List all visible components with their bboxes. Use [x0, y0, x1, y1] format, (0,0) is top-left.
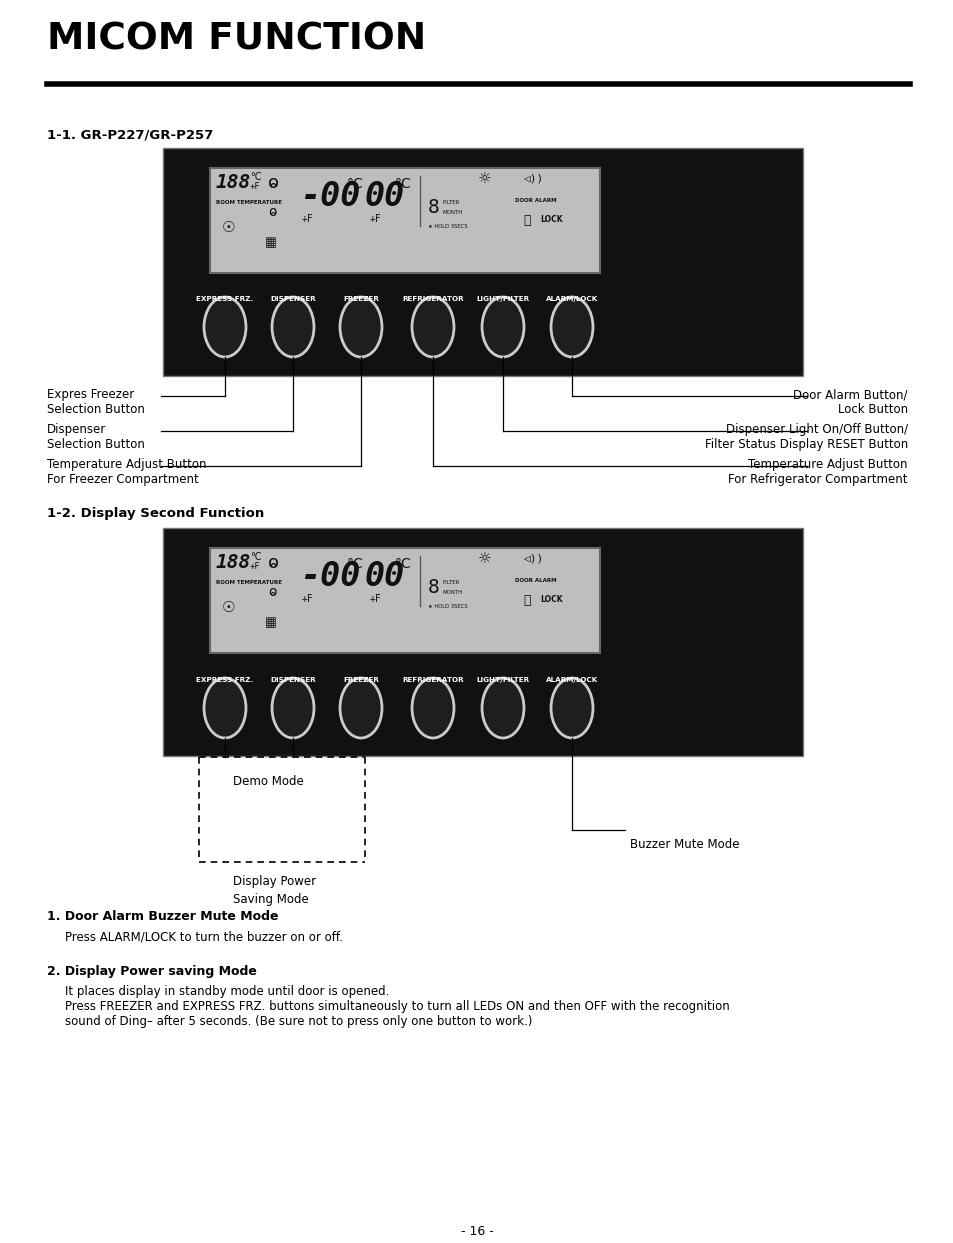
Text: FILTER: FILTER — [442, 580, 460, 585]
Text: MONTH: MONTH — [442, 590, 463, 595]
Text: ⱺ: ⱺ — [268, 554, 278, 572]
Text: ▦: ▦ — [265, 617, 276, 629]
Text: °C: °C — [347, 557, 363, 571]
Text: DISPENSER: DISPENSER — [270, 677, 315, 682]
Text: ALARM/LOCK: ALARM/LOCK — [545, 296, 598, 302]
Bar — [210, 548, 599, 653]
Text: FREEZER: FREEZER — [343, 677, 378, 682]
Text: 188: 188 — [215, 553, 251, 572]
Text: ⱺ: ⱺ — [268, 205, 276, 219]
Ellipse shape — [412, 677, 454, 738]
Text: Dispenser Light On/Off Button/
Filter Status Display RESET Button: Dispenser Light On/Off Button/ Filter St… — [704, 423, 907, 451]
Text: DOOR ALARM: DOOR ALARM — [515, 578, 556, 583]
Text: Temperature Adjust Button
For Refrigerator Compartment: Temperature Adjust Button For Refrigerat… — [728, 457, 907, 486]
Text: Demo Mode: Demo Mode — [233, 774, 303, 788]
Text: Display Power
Saving Mode: Display Power Saving Mode — [233, 875, 315, 906]
Ellipse shape — [272, 677, 314, 738]
Text: MONTH: MONTH — [442, 210, 463, 215]
Bar — [163, 528, 802, 756]
Text: ☉: ☉ — [222, 600, 235, 615]
Text: LIGHT/FILTER: LIGHT/FILTER — [476, 677, 529, 682]
Text: °C: °C — [250, 172, 261, 181]
Text: 8: 8 — [428, 578, 439, 597]
Text: REFRIGERATOR: REFRIGERATOR — [402, 677, 463, 682]
Ellipse shape — [412, 297, 454, 357]
Text: FREEZER: FREEZER — [343, 296, 378, 302]
Text: °C: °C — [347, 177, 363, 191]
Text: °C: °C — [395, 557, 412, 571]
Text: ☉: ☉ — [222, 220, 235, 235]
Text: Door Alarm Button/
Lock Button: Door Alarm Button/ Lock Button — [793, 388, 907, 416]
Ellipse shape — [481, 677, 523, 738]
Ellipse shape — [272, 297, 314, 357]
Text: +F: +F — [370, 214, 381, 224]
Text: +F: +F — [250, 181, 260, 191]
Text: Press ALARM/LOCK to turn the buzzer on or off.: Press ALARM/LOCK to turn the buzzer on o… — [65, 930, 342, 943]
Text: ⱺ: ⱺ — [268, 585, 276, 599]
Text: 1-2. Display Second Function: 1-2. Display Second Function — [47, 507, 264, 520]
Text: FILTER: FILTER — [442, 200, 460, 205]
Text: +F: +F — [302, 214, 314, 224]
Text: DISPENSER: DISPENSER — [270, 296, 315, 302]
Text: ⱺ: ⱺ — [268, 174, 278, 191]
Text: ★ HOLD 3SECS: ★ HOLD 3SECS — [428, 224, 467, 229]
Text: MICOM FUNCTION: MICOM FUNCTION — [47, 21, 426, 57]
Text: +F: +F — [370, 594, 381, 604]
Bar — [163, 148, 802, 375]
Text: EXPRESS FRZ.: EXPRESS FRZ. — [196, 296, 253, 302]
Text: Expres Freezer
Selection Button: Expres Freezer Selection Button — [47, 388, 145, 416]
Text: ⚿: ⚿ — [522, 594, 530, 607]
Text: Temperature Adjust Button
For Freezer Compartment: Temperature Adjust Button For Freezer Co… — [47, 457, 206, 486]
Bar — [210, 168, 599, 273]
Text: ROOM TEMPERATURE: ROOM TEMPERATURE — [215, 580, 282, 585]
Text: 1-1. GR-P227/GR-P257: 1-1. GR-P227/GR-P257 — [47, 128, 213, 140]
Ellipse shape — [551, 297, 593, 357]
Text: ◁)): ◁)) — [522, 553, 542, 563]
Text: ⚿: ⚿ — [522, 214, 530, 227]
Text: °C: °C — [395, 177, 412, 191]
Text: LOCK: LOCK — [539, 595, 562, 604]
Text: ☼: ☼ — [477, 552, 491, 567]
Text: +F: +F — [302, 594, 314, 604]
Text: +F: +F — [250, 562, 260, 571]
Text: ☼: ☼ — [477, 172, 491, 186]
Text: °C: °C — [250, 552, 261, 562]
Text: ▦: ▦ — [265, 236, 276, 249]
Ellipse shape — [339, 677, 381, 738]
Text: sound of Ding– after 5 seconds. (Be sure not to press only one button to work.): sound of Ding– after 5 seconds. (Be sure… — [65, 1016, 532, 1028]
Text: Dispenser
Selection Button: Dispenser Selection Button — [47, 423, 145, 451]
Text: ALARM/LOCK: ALARM/LOCK — [545, 677, 598, 682]
Text: 00: 00 — [365, 180, 405, 213]
Text: Buzzer Mute Mode: Buzzer Mute Mode — [629, 838, 739, 851]
Ellipse shape — [481, 297, 523, 357]
Text: EXPRESS FRZ.: EXPRESS FRZ. — [196, 677, 253, 682]
Text: LOCK: LOCK — [539, 215, 562, 224]
Text: Press FREEZER and EXPRESS FRZ. buttons simultaneously to turn all LEDs ON and th: Press FREEZER and EXPRESS FRZ. buttons s… — [65, 1001, 729, 1013]
Text: It places display in standby mode until door is opened.: It places display in standby mode until … — [65, 984, 389, 998]
Text: ◁)): ◁)) — [522, 173, 542, 183]
Text: ROOM TEMPERATURE: ROOM TEMPERATURE — [215, 200, 282, 205]
Text: REFRIGERATOR: REFRIGERATOR — [402, 296, 463, 302]
Text: 1. Door Alarm Buzzer Mute Mode: 1. Door Alarm Buzzer Mute Mode — [47, 910, 278, 924]
Text: DOOR ALARM: DOOR ALARM — [515, 198, 556, 203]
Text: -00: -00 — [299, 561, 360, 593]
Ellipse shape — [551, 677, 593, 738]
Ellipse shape — [339, 297, 381, 357]
Text: 8: 8 — [428, 198, 439, 218]
Text: - 16 -: - 16 - — [460, 1226, 493, 1238]
Text: LIGHT/FILTER: LIGHT/FILTER — [476, 296, 529, 302]
Text: -00: -00 — [299, 180, 360, 213]
Text: 00: 00 — [365, 561, 405, 593]
Text: 188: 188 — [215, 173, 251, 191]
Text: 2. Display Power saving Mode: 2. Display Power saving Mode — [47, 965, 256, 978]
Text: ★ HOLD 3SECS: ★ HOLD 3SECS — [428, 604, 467, 609]
Ellipse shape — [204, 297, 246, 357]
Ellipse shape — [204, 677, 246, 738]
